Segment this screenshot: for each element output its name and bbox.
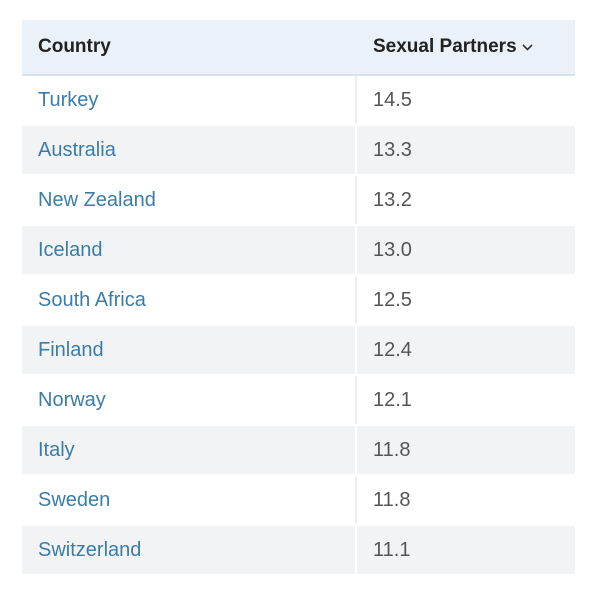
country-cell: Australia <box>22 126 357 174</box>
country-cell: South Africa <box>22 276 357 324</box>
country-cell: Switzerland <box>22 526 357 574</box>
header-cell-sortable[interactable]: Sexual Partners <box>357 20 575 74</box>
value-cell: 11.1 <box>373 538 411 561</box>
country-cell: Iceland <box>22 226 357 274</box>
table-row: Switzerland 11.1 <box>22 526 575 576</box>
table-row: Australia 13.3 <box>22 126 575 176</box>
table-row: Sweden 11.8 <box>22 476 575 526</box>
country-cell: Finland <box>22 326 357 374</box>
table-row: Finland 12.4 <box>22 326 575 376</box>
table-row: Turkey 14.5 <box>22 76 575 126</box>
table-row: New Zealand 13.2 <box>22 176 575 226</box>
header-cell[interactable]: Country <box>38 36 111 57</box>
table-row: Norway 12.1 <box>22 376 575 426</box>
table-row: Iceland 13.0 <box>22 226 575 276</box>
value-cell: 11.8 <box>373 488 411 511</box>
country-cell: Norway <box>22 376 357 424</box>
value-cell: 13.2 <box>373 188 412 211</box>
value-cell: 11.8 <box>373 438 411 461</box>
value-cell: 13.0 <box>373 238 412 261</box>
header-text[interactable]: Sexual Partners <box>373 36 517 57</box>
header-row: Country Sexual Partners <box>22 20 575 76</box>
value-cell: 12.5 <box>373 288 412 311</box>
value-cell: 12.4 <box>373 338 412 361</box>
country-cell: Turkey <box>22 76 357 124</box>
country-cell: Sweden <box>22 476 357 524</box>
value-cell: 13.3 <box>373 138 412 161</box>
table: Country Sexual Partners Turkey 14.5 Austra… <box>22 20 575 576</box>
country-cell: Italy <box>22 426 357 474</box>
value-cell: 14.5 <box>373 88 412 111</box>
sort-chevron[interactable] <box>522 43 533 51</box>
table-row: Italy 11.8 <box>22 426 575 476</box>
value-cell: 12.1 <box>373 388 412 411</box>
country-cell: New Zealand <box>22 176 357 224</box>
table-row: South Africa 12.5 <box>22 276 575 326</box>
